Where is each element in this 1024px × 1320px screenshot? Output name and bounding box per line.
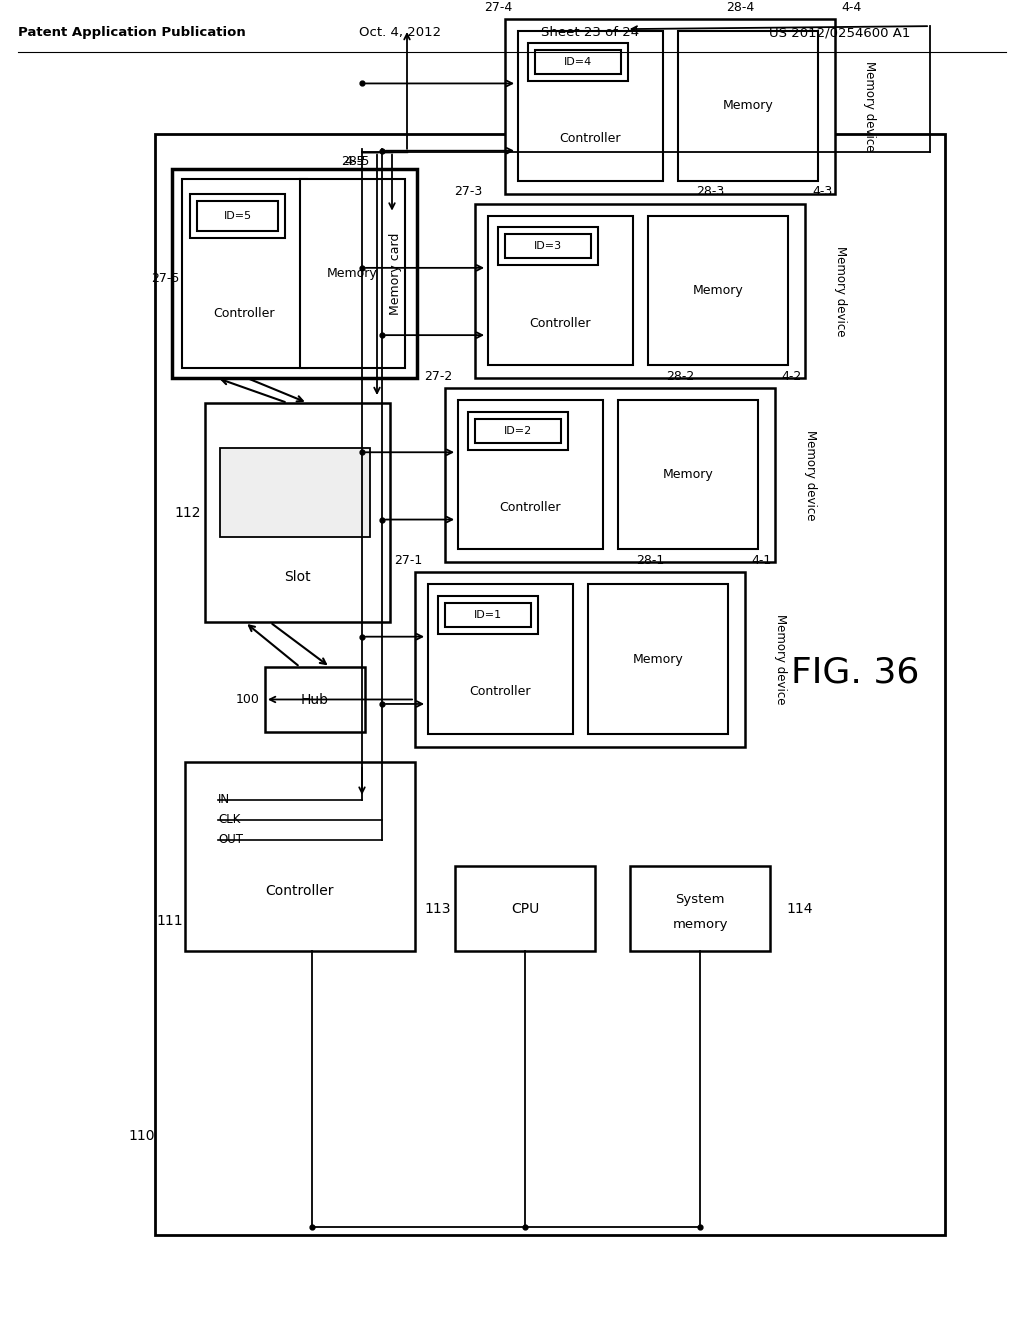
Text: 4-2: 4-2: [782, 370, 802, 383]
Text: 4-4: 4-4: [842, 1, 862, 13]
Text: 28-5: 28-5: [341, 156, 370, 168]
Bar: [505, 20, 835, 194]
Text: 27-3: 27-3: [454, 185, 482, 198]
Text: Controller: Controller: [213, 306, 274, 319]
Text: Patent Application Publication: Patent Application Publication: [18, 26, 246, 40]
Text: Controller: Controller: [470, 685, 531, 698]
Bar: [300, 178, 406, 368]
Text: 28-1: 28-1: [636, 554, 665, 566]
Text: 111: 111: [157, 915, 183, 928]
Bar: [468, 412, 568, 450]
Bar: [678, 32, 818, 181]
Bar: [197, 201, 278, 231]
Bar: [265, 667, 365, 731]
Text: ID=5: ID=5: [223, 211, 252, 220]
Text: Memory device: Memory device: [773, 614, 786, 705]
Text: Memory card: Memory card: [388, 232, 401, 314]
Bar: [475, 203, 805, 378]
Text: 27-2: 27-2: [424, 370, 453, 383]
Bar: [630, 866, 770, 952]
Text: 110: 110: [129, 1129, 156, 1143]
Bar: [505, 235, 591, 259]
Bar: [205, 403, 390, 622]
Bar: [648, 215, 788, 366]
Text: ID=2: ID=2: [504, 426, 532, 436]
Bar: [445, 388, 775, 562]
Bar: [618, 400, 758, 549]
Bar: [528, 44, 628, 81]
Text: 112: 112: [175, 506, 202, 520]
Text: CPU: CPU: [511, 903, 539, 916]
Text: memory: memory: [672, 917, 728, 931]
Text: Controller: Controller: [266, 884, 334, 899]
Text: 4-1: 4-1: [752, 554, 772, 566]
Bar: [190, 194, 285, 239]
Text: Slot: Slot: [284, 570, 310, 585]
Bar: [458, 400, 603, 549]
Text: ID=4: ID=4: [564, 57, 592, 67]
Text: Sheet 23 of 24: Sheet 23 of 24: [541, 26, 639, 40]
Bar: [438, 597, 538, 634]
Text: Memory: Memory: [723, 99, 773, 112]
Bar: [415, 573, 745, 747]
Bar: [488, 215, 633, 366]
Bar: [182, 178, 307, 368]
Text: US 2012/0254600 A1: US 2012/0254600 A1: [769, 26, 910, 40]
Text: ID=3: ID=3: [534, 242, 562, 251]
Text: FIG. 36: FIG. 36: [791, 655, 920, 689]
Text: 113: 113: [425, 903, 452, 916]
Text: OUT: OUT: [218, 833, 243, 846]
Bar: [220, 447, 370, 537]
Bar: [455, 866, 595, 952]
Text: Oct. 4, 2012: Oct. 4, 2012: [359, 26, 441, 40]
Text: Controller: Controller: [529, 317, 591, 330]
Text: 28-3: 28-3: [696, 185, 724, 198]
Bar: [498, 227, 598, 265]
Bar: [588, 585, 728, 734]
Text: 27-1: 27-1: [394, 554, 422, 566]
Text: 28-2: 28-2: [666, 370, 694, 383]
Text: Memory: Memory: [633, 652, 683, 665]
Text: Hub: Hub: [301, 693, 329, 708]
Text: Memory: Memory: [327, 267, 378, 280]
Text: Memory device: Memory device: [863, 61, 877, 152]
Text: Memory device: Memory device: [804, 430, 816, 520]
Text: 4-5: 4-5: [345, 156, 366, 168]
Text: CLK: CLK: [218, 813, 241, 826]
Text: 28-4: 28-4: [726, 1, 754, 13]
Bar: [445, 603, 531, 627]
Text: Controller: Controller: [500, 502, 561, 513]
Text: Memory device: Memory device: [834, 246, 847, 337]
Text: 27-4: 27-4: [484, 1, 512, 13]
Bar: [172, 169, 417, 378]
Text: 4-3: 4-3: [812, 185, 833, 198]
Bar: [518, 32, 663, 181]
Bar: [155, 133, 945, 1236]
Bar: [185, 762, 415, 952]
Bar: [535, 50, 621, 74]
Text: ID=1: ID=1: [474, 610, 502, 620]
Text: System: System: [675, 892, 725, 906]
Text: 27-5: 27-5: [151, 272, 179, 285]
Bar: [428, 585, 573, 734]
Text: Controller: Controller: [560, 132, 622, 145]
Text: 100: 100: [237, 693, 260, 706]
Text: Memory: Memory: [692, 284, 743, 297]
Text: 114: 114: [786, 903, 813, 916]
Text: Memory: Memory: [663, 469, 714, 482]
Bar: [475, 418, 561, 442]
Text: IN: IN: [218, 793, 230, 807]
